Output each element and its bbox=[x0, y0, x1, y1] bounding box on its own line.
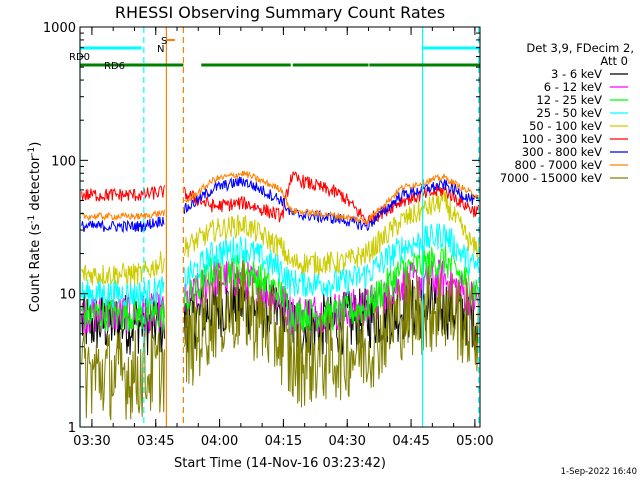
annotation-s: S bbox=[161, 36, 167, 47]
legend-label-7: 300 - 800 keV bbox=[522, 145, 602, 159]
y-axis-title-end: ) bbox=[28, 142, 43, 147]
series-line-6 bbox=[81, 171, 479, 227]
annotation-n: N bbox=[157, 44, 164, 55]
axis-labels: 03:30 03:45 04:00 04:15 04:30 04:45 05:00 1 10 10… bbox=[43, 21, 494, 449]
x-tick-label-3: 04:00 bbox=[201, 434, 238, 449]
axis-ticks bbox=[80, 26, 480, 428]
plot-frame bbox=[79, 26, 481, 428]
x-tick-label-6: 04:45 bbox=[392, 434, 429, 449]
y-axis-title-main: Count Rate (s bbox=[28, 224, 43, 313]
date-stamp: 1-Sep-2022 16:40 bbox=[561, 467, 637, 477]
legend-label-9: 7000 - 15000 keV bbox=[500, 171, 602, 185]
x-tick-label-1: 03:30 bbox=[73, 434, 110, 449]
series-line-4 bbox=[81, 223, 479, 309]
series-line-9 bbox=[81, 260, 479, 421]
legend-label-8: 800 - 7000 keV bbox=[514, 158, 602, 172]
y-axis-title: Count Rate (s-1 detector-1) bbox=[27, 142, 43, 313]
legend-label-1: 3 - 6 keV bbox=[551, 67, 602, 81]
y-axis-title-middle: detector bbox=[28, 155, 43, 215]
series-line-7 bbox=[81, 176, 479, 234]
legend-label-5: 50 - 100 keV bbox=[529, 119, 602, 133]
x-tick-label-7: 05:00 bbox=[456, 434, 493, 449]
y-tick-label-1: 1 bbox=[68, 421, 76, 436]
legend-label-4: 25 - 50 keV bbox=[536, 106, 602, 120]
y-tick-label-3: 100 bbox=[51, 154, 76, 169]
y-tick-label-4: 1000 bbox=[43, 21, 76, 36]
legend-header-line-2: Att 0 bbox=[600, 54, 628, 68]
legend-label-2: 6 - 12 keV bbox=[544, 80, 602, 94]
chart-title: RHESSI Observing Summary Count Rates bbox=[115, 3, 445, 22]
flag-label-rd6: RD6 bbox=[104, 61, 125, 72]
legend-header-line-1: Det 3,9, FDecim 2, bbox=[526, 41, 634, 55]
series-line-5 bbox=[81, 188, 479, 286]
legend-label-3: 12 - 25 keV bbox=[536, 93, 602, 107]
y-axis-title-superscript-2: -1 bbox=[27, 147, 37, 156]
y-axis-title-superscript-1: -1 bbox=[27, 215, 37, 224]
x-axis-title: Start Time (14-Nov-16 03:23:42) bbox=[174, 456, 386, 471]
x-tick-label-4: 04:15 bbox=[265, 434, 302, 449]
y-tick-label-2: 10 bbox=[59, 288, 76, 303]
series-line-8 bbox=[81, 170, 479, 227]
x-tick-label-2: 03:45 bbox=[137, 434, 174, 449]
legend-label-6: 100 - 300 keV bbox=[522, 132, 602, 146]
plot-series bbox=[81, 170, 479, 421]
x-tick-label-5: 04:30 bbox=[328, 434, 365, 449]
